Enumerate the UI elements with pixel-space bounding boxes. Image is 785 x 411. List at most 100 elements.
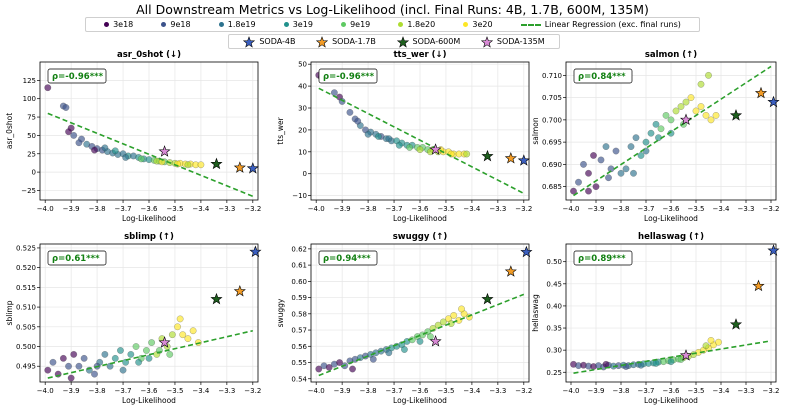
figure-title: All Downstream Metrics vs Log-Likelihood… [136,2,649,17]
data-point [652,360,660,367]
x-tick-label: −3.9 [588,205,605,213]
data-point [49,358,57,366]
x-tick-label: −3.9 [63,387,80,395]
data-point [630,169,637,177]
legend-item-final-run: SODA-4B [243,35,295,48]
data-point [687,94,695,102]
data-point [705,71,712,79]
correlation-label: ρ=0.61*** [52,254,100,264]
data-point [111,147,119,155]
correlation-label: ρ=0.84*** [578,72,626,82]
y-tick-label: −10 [292,192,307,200]
correlation-box [318,68,378,84]
legend-item-compute: 9e19 [341,20,370,29]
x-tick-label: −3.8 [360,205,377,213]
y-tick-label: 0.705 [542,94,562,102]
data-point [336,359,343,366]
data-point [330,89,338,97]
y-tick-label: 0.50 [546,258,562,266]
correlation-label: ρ=0.89*** [578,254,626,264]
regression-line [47,329,253,379]
data-point [44,84,52,92]
legend-item-compute: 1.8e19 [218,20,256,29]
y-tick-label: −25 [21,187,36,195]
correlation-box [47,68,107,84]
x-tick-label: −3.8 [89,205,106,213]
data-point [677,103,685,110]
x-tick-label: −3.3 [489,387,506,395]
data-point [75,362,83,370]
y-tick-label: 125 [23,77,36,85]
data-point [682,98,690,106]
legend-dot-icon [341,22,347,27]
y-tick-label: 0.710 [542,72,562,80]
y-tick-label: 0.55 [291,359,307,367]
y-tick-label: 0.56 [291,343,307,351]
data-point [657,125,665,133]
final-run-star [429,335,442,347]
chart-panel: −4.0 −3.9 −3.8 −3.7 −3.6 −3.5 −3.4 −3.3 −3.2 0.54… [276,232,533,405]
x-tick-label: −3.9 [334,205,351,213]
data-point [176,315,184,323]
chart-title: sblimp (↑) [124,232,174,242]
data-point [416,146,424,154]
legend-item-regression: Linear Regression (exc. final runs) [520,20,681,29]
legend-item-compute: 9e18 [161,20,191,29]
data-point [617,169,625,177]
final-run-star [520,245,533,258]
data-point [197,161,205,169]
data-point [712,112,720,119]
data-point [179,331,187,339]
y-tick-label: 50 [298,61,307,69]
y-tick-label: 75 [27,114,36,122]
y-tick-label: 0.61 [291,262,307,270]
final-run-star [754,86,768,99]
y-tick-label: 100 [23,95,36,103]
x-tick-label: −3.2 [763,205,780,213]
legend-label: Linear Regression (exc. final runs) [544,20,681,29]
x-tick-label: −3.7 [638,387,655,395]
data-point [346,108,354,116]
y-tick-label: 20 [298,126,307,134]
data-point [174,323,181,331]
data-point [91,370,98,378]
y-tick-label: 0.25 [546,369,562,377]
x-axis-label: Log-Likelihood [393,396,447,405]
y-tick-label: 25 [27,150,36,158]
data-point [364,130,372,138]
legend-dot-icon [161,22,167,27]
data-point [416,338,424,345]
legend-label: SODA-600M [412,37,461,46]
legend-dot-icon [283,22,289,27]
data-point [62,104,70,111]
x-tick-label: −4.0 [563,387,580,395]
x-tick-label: −3.6 [141,205,159,213]
legend-dot-icon [218,22,224,27]
x-tick-label: −3.5 [688,205,705,213]
x-tick-label: −4.0 [308,205,325,213]
data-point [59,354,67,362]
x-tick-label: −3.6 [412,205,430,213]
chart-panel: −4.0 −3.9 −3.8 −3.7 −3.6 −3.5 −3.4 −3.3 −3.2 −10 0… [276,50,532,223]
y-tick-label: 0.685 [542,183,562,191]
data-point [612,147,620,155]
data-point [426,333,434,340]
x-axis-label: Log-Likelihood [644,396,698,405]
data-point [369,355,377,363]
x-tick-label: −3.4 [463,205,481,213]
correlation-label: ρ=-0.96*** [52,72,104,82]
data-point [375,133,382,140]
final-run-star [504,265,517,277]
data-point [697,103,705,110]
y-tick-label: 0.505 [16,323,36,331]
data-point [65,362,72,370]
data-point [585,169,592,177]
x-tick-label: −3.7 [115,387,132,395]
data-point [463,150,471,158]
correlation-box [573,250,633,266]
data-point [707,116,715,124]
final-run-star [729,109,743,121]
data-point [642,138,650,146]
chart-title: swuggy (↑) [393,232,448,242]
y-tick-label: 0.520 [16,264,36,272]
